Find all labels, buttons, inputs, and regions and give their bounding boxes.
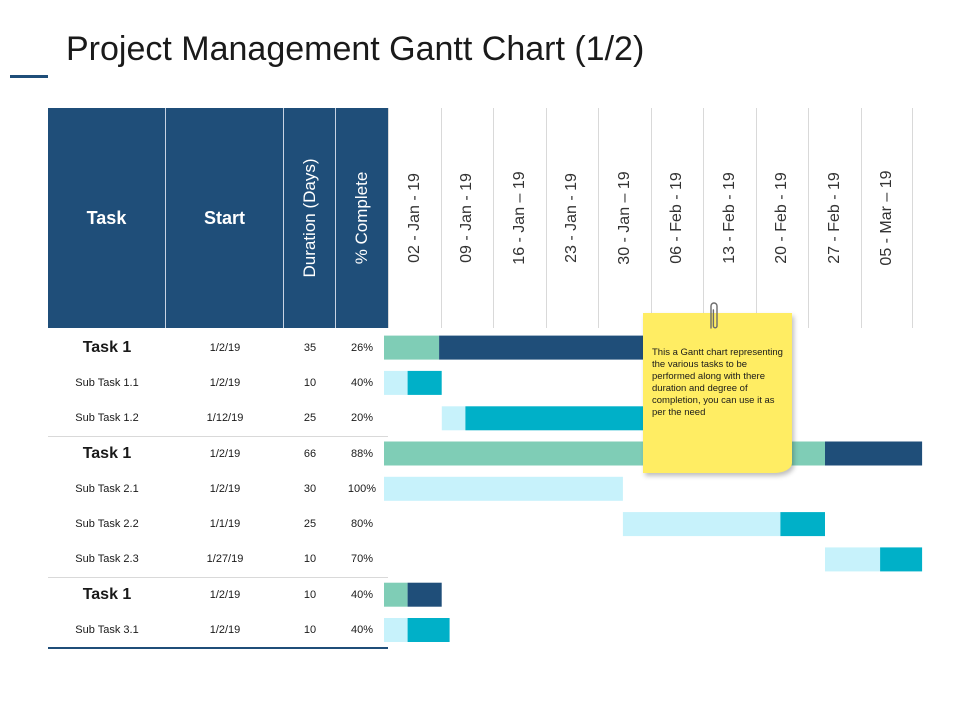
gantt-bar-row-0-segment-0 (384, 335, 440, 360)
start-date-cell: 1/27/19 (206, 553, 244, 566)
date-column: 20 - Feb - 19 (755, 108, 809, 328)
task-name-cell: Sub Task 1.2 (75, 412, 139, 425)
duration-cell: 30 (303, 482, 317, 495)
gantt-bar-row-6-segment-1 (880, 547, 923, 572)
duration-cell: 10 (303, 553, 317, 566)
start-date-cell: 1/2/19 (209, 482, 241, 495)
gantt-bar-row-1-segment-1 (407, 370, 442, 395)
gantt-bar-row-2-segment-1 (465, 406, 647, 431)
gantt-bar-row-0-segment-1 (439, 335, 647, 360)
header-start: Start (166, 108, 284, 328)
date-column: 05 - Mar – 19 (860, 108, 913, 328)
gantt-bar-row-2-segment-0 (441, 406, 466, 431)
sticky-note (643, 313, 792, 473)
date-column: 09 - Jan - 19 (440, 108, 494, 328)
task-name-cell: Sub Task 1.1 (75, 376, 139, 389)
task-name-cell: Task 1 (82, 444, 132, 462)
duration-cell: 10 (303, 588, 317, 601)
gantt-bar-row-7-segment-0 (384, 582, 408, 607)
gantt-bar-row-3-segment-1 (825, 441, 923, 466)
sticky-note-text: This a Gantt chart representing the vari… (652, 347, 783, 418)
duration-cell: 10 (303, 376, 317, 389)
gantt-bar-row-1-segment-0 (384, 370, 408, 395)
task-name-cell: Sub Task 2.1 (75, 482, 139, 495)
date-column: 27 - Feb - 19 (808, 108, 861, 328)
gantt-bar-row-7-segment-1 (407, 582, 442, 607)
percent-complete-cell: 20% (350, 412, 374, 425)
duration-cell: 66 (303, 447, 317, 460)
page-title: Project Management Gantt Chart (1/2) (66, 30, 645, 68)
gantt-bar-row-4-segment-0 (384, 476, 623, 501)
start-date-cell: 1/2/19 (209, 341, 241, 354)
paperclip-icon (710, 302, 718, 329)
row-separator (48, 577, 388, 579)
date-column: 06 - Feb - 19 (650, 108, 704, 328)
task-name-cell: Sub Task 2.3 (75, 553, 139, 566)
task-name-cell: Task 1 (82, 585, 132, 603)
task-name-cell: Sub Task 3.1 (75, 624, 139, 637)
task-name-cell: Sub Task 2.2 (75, 518, 139, 531)
start-date-cell: 1/12/19 (206, 412, 244, 425)
percent-complete-cell: 100% (347, 482, 377, 495)
gantt-bar-row-5-segment-1 (780, 512, 825, 537)
table-bottom-border (48, 647, 388, 649)
row-separator (48, 435, 388, 437)
header-complete-cell: % Complete (336, 108, 388, 328)
header-duration-cell: Duration (Days) (284, 108, 336, 328)
percent-complete-cell: 40% (350, 588, 374, 601)
date-column: 23 - Jan - 19 (545, 108, 599, 328)
percent-complete-cell: 80% (350, 518, 374, 531)
title-accent-bar (10, 75, 48, 78)
start-date-cell: 1/1/19 (209, 518, 241, 531)
date-column: 16 - Jan – 19 (493, 108, 546, 328)
duration-cell: 25 (303, 412, 317, 425)
date-column: 30 - Jan – 19 (598, 108, 651, 328)
header-task: Task (48, 108, 166, 328)
duration-cell: 10 (303, 624, 317, 637)
date-column: 02 - Jan - 19 (388, 108, 441, 328)
gantt-bar-row-8-segment-0 (384, 618, 408, 642)
percent-complete-cell: 88% (350, 447, 374, 460)
start-date-cell: 1/2/19 (209, 624, 241, 637)
date-column: 13 - Feb - 19 (703, 108, 756, 328)
percent-complete-cell: 40% (350, 376, 374, 389)
gantt-bar-row-5-segment-0 (622, 512, 781, 537)
percent-complete-cell: 26% (350, 341, 374, 354)
percent-complete-cell: 70% (350, 553, 374, 566)
duration-cell: 25 (303, 518, 317, 531)
duration-cell: 35 (303, 341, 317, 354)
gantt-bar-row-8-segment-1 (407, 618, 450, 642)
task-name-cell: Task 1 (82, 338, 132, 356)
percent-complete-cell: 40% (350, 624, 374, 637)
gantt-bar-row-6-segment-0 (825, 547, 881, 572)
start-date-cell: 1/2/19 (209, 376, 241, 389)
start-date-cell: 1/2/19 (209, 588, 241, 601)
start-date-cell: 1/2/19 (209, 447, 241, 460)
